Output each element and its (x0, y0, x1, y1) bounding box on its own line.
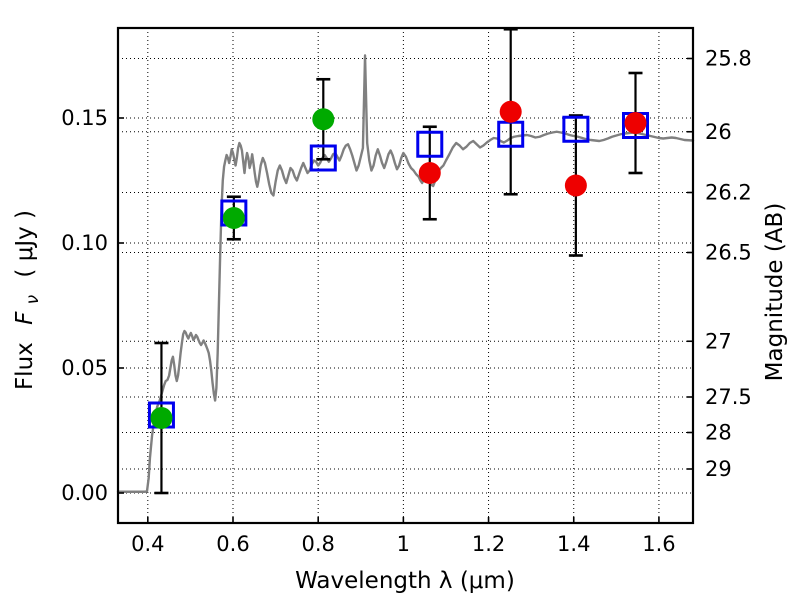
y-right-tick-label-2: 26.2 (705, 181, 752, 205)
flux-word: Flux (12, 342, 38, 390)
y-right-tick-label-0: 25.8 (705, 47, 752, 71)
x-tick-label-1: 0.6 (216, 532, 249, 556)
x-axis-ticks: 0.4 0.6 0.8 1 1.2 1.4 1.6 (131, 517, 676, 556)
grid-layer (118, 28, 693, 523)
y-right-tick-label-1: 26 (705, 120, 732, 144)
observed-marker-5 (499, 100, 522, 123)
x-tick-label-3: 1 (397, 532, 410, 556)
x-tick-label-0: 0.4 (131, 532, 164, 556)
axes-frame (116, 26, 695, 525)
y-right-tick-label-5: 27.5 (705, 385, 752, 409)
y-left-tick-label-1: 0.05 (61, 356, 108, 380)
flux-units: ( μJy ) (12, 210, 38, 278)
y-left-tick-label-2: 0.10 (61, 231, 108, 255)
observed-marker-6 (564, 174, 587, 197)
y-axis-left-ticks: 0.00 0.05 0.10 0.15 (61, 106, 124, 505)
y-right-tick-label-4: 27 (705, 329, 732, 353)
y-right-tick-label-6: 28 (705, 421, 732, 445)
y-right-tick-label-7: 29 (705, 457, 732, 481)
y-axis-left-title: Flux F ν ( μJy ) (12, 210, 44, 390)
x-tick-label-4: 1.2 (472, 532, 505, 556)
model-marker-6 (562, 115, 590, 143)
svg-text:Flux F ν: Flux F ν ( μJy ) (12, 210, 44, 390)
y-left-tick-label-0: 0.00 (61, 481, 108, 505)
observed-marker-1 (150, 407, 173, 429)
y-right-tick-label-3: 26.5 (705, 241, 752, 265)
observed-marker-4 (418, 162, 441, 184)
observed-photometry-layer (150, 100, 647, 429)
observed-marker-7 (624, 112, 647, 134)
observed-marker-3 (312, 108, 335, 131)
flux-symbol: F (12, 311, 38, 325)
x-tick-label-2: 0.8 (301, 532, 334, 556)
plot-frame (116, 26, 695, 525)
x-tick-label-6: 1.6 (642, 532, 675, 556)
x-axis-title: Wavelength λ (μm) (295, 568, 515, 594)
y-left-tick-label-3: 0.15 (61, 106, 108, 130)
model-marker-4 (416, 130, 444, 158)
observed-marker-2 (222, 207, 245, 229)
x-tick-label-5: 1.4 (557, 532, 590, 556)
y-axis-right-title: Magnitude (AB) (762, 203, 788, 382)
flux-subscript: ν (23, 294, 43, 304)
model-marker-3 (309, 144, 337, 172)
y-axis-right-ticks: 25.8 26 26.2 26.5 27 27.5 28 29 (687, 47, 752, 481)
